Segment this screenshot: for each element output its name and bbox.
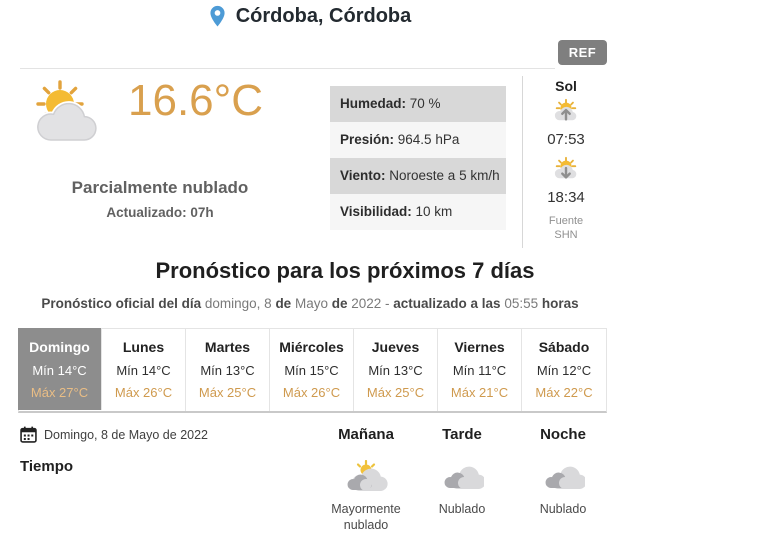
column-header-manana: Mañana (338, 426, 394, 443)
cloudy-icon (523, 460, 603, 490)
current-temperature: 16.6°C (128, 76, 264, 125)
forecast-subtitle: Pronóstico oficial del día domingo, 8 de… (41, 296, 579, 311)
day-tab-lunes[interactable]: Lunes Mín 14°C Máx 26°C (102, 329, 186, 411)
partly-cloudy-icon (26, 80, 108, 149)
sunrise-time: 07:53 (547, 131, 585, 148)
day-tab-miercoles[interactable]: Miércoles Mín 15°C Máx 26°C (270, 329, 354, 411)
location-header: Córdoba, Córdoba (0, 5, 620, 28)
forecast-title: Pronóstico para los próximos 7 días (155, 258, 535, 283)
day-tab-viernes[interactable]: Viernes Mín 11°C Máx 21°C (438, 329, 522, 411)
vertical-divider (522, 76, 523, 248)
condition-label-manana: Mayormente nublado (331, 502, 401, 532)
day-tab-martes[interactable]: Martes Mín 13°C Máx 25°C (186, 329, 270, 411)
sunrise-icon (533, 98, 599, 129)
source-label: Fuente SHN (548, 215, 584, 241)
conditions-detail-list: Humedad: 70 % Presión: 964.5 hPa Viento:… (330, 86, 506, 230)
updated-time: Actualizado: 07h (106, 205, 214, 220)
day-tab-jueves[interactable]: Jueves Mín 13°C Máx 25°C (354, 329, 438, 411)
current-condition: Parcialmente nublado (71, 178, 249, 197)
condition-label-noche: Nublado (539, 502, 587, 516)
ref-button[interactable]: REF (558, 40, 607, 65)
page-title: Córdoba, Córdoba (235, 5, 412, 27)
wind-row: Viento: Noroeste a 5 km/h (330, 158, 506, 194)
condition-label-tarde: Nublado (438, 502, 486, 516)
location-pin-icon (209, 5, 226, 28)
panel-divider (20, 68, 555, 69)
sunset-time: 18:34 (547, 189, 585, 206)
sun-section: Sol 07:53 (533, 78, 599, 242)
weather-row-label: Tiempo (20, 458, 74, 475)
pressure-row: Presión: 964.5 hPa (330, 122, 506, 158)
calendar-icon (20, 426, 37, 443)
day-tab-domingo[interactable]: Domingo Mín 14°C Máx 27°C (18, 328, 102, 410)
selected-date-label: Domingo, 8 de Mayo de 2022 (44, 427, 208, 442)
column-header-tarde: Tarde (442, 426, 482, 443)
day-tab-sabado[interactable]: Sábado Mín 12°C Máx 22°C (535, 339, 593, 400)
visibility-row: Visibilidad: 10 km (330, 194, 506, 230)
mostly-cloudy-icon (326, 460, 406, 494)
cloudy-icon (422, 460, 502, 490)
sunset-icon (533, 156, 599, 187)
humidity-row: Humedad: 70 % (330, 86, 506, 122)
selected-date-row: Domingo, 8 de Mayo de 2022 (20, 426, 208, 443)
seven-day-table: Domingo Mín 14°C Máx 27°C Lunes Mín 14°C… (18, 328, 607, 413)
sun-title: Sol (555, 78, 577, 94)
column-header-noche: Noche (540, 426, 586, 443)
